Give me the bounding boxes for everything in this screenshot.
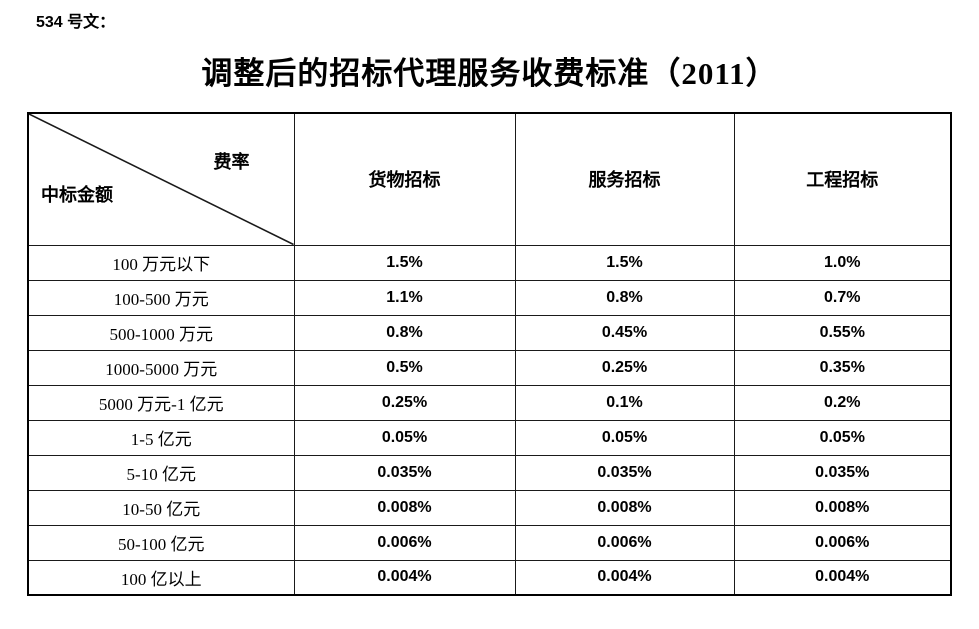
- works-rate-cell: 0.008%: [733, 489, 952, 526]
- amount-range-cell: 100-500 万元: [27, 279, 295, 316]
- table-row: 100-500 万元 1.1% 0.8% 0.7%: [27, 279, 952, 316]
- service-rate-cell: 0.45%: [514, 314, 735, 351]
- table-row: 50-100 亿元 0.006% 0.006% 0.006%: [27, 524, 952, 561]
- table-row: 100 万元以下 1.5% 1.5% 1.0%: [27, 244, 952, 281]
- amount-range-cell: 100 亿以上: [27, 559, 295, 596]
- table-row: 1000-5000 万元 0.5% 0.25% 0.35%: [27, 349, 952, 386]
- amount-range-cell: 100 万元以下: [27, 244, 295, 281]
- works-rate-cell: 0.55%: [733, 314, 952, 351]
- works-rate-cell: 0.004%: [733, 559, 952, 596]
- works-rate-cell: 0.2%: [733, 384, 952, 421]
- goods-rate-cell: 0.25%: [293, 384, 516, 421]
- diagonal-line: [29, 114, 293, 244]
- corner-label-amount: 中标金额: [41, 184, 113, 205]
- amount-range-cell: 5-10 亿元: [27, 454, 295, 491]
- column-header-service: 服务招标: [514, 112, 735, 246]
- table-row: 5000 万元-1 亿元 0.25% 0.1% 0.2%: [27, 384, 952, 421]
- service-rate-cell: 0.8%: [514, 279, 735, 316]
- service-rate-cell: 0.25%: [514, 349, 735, 386]
- goods-rate-cell: 0.006%: [293, 524, 516, 561]
- works-rate-cell: 0.006%: [733, 524, 952, 561]
- corner-label-rate: 费率: [213, 152, 250, 172]
- fee-rate-table: 费率 中标金额 货物招标 服务招标 工程招标 100 万元以下 1.5% 1.5…: [27, 112, 952, 596]
- goods-rate-cell: 0.8%: [293, 314, 516, 351]
- doc-number-label: 534 号文：: [36, 14, 116, 31]
- table-row: 100 亿以上 0.004% 0.004% 0.004%: [27, 559, 952, 596]
- works-rate-cell: 0.035%: [733, 454, 952, 491]
- amount-range-cell: 10-50 亿元: [27, 489, 295, 526]
- goods-rate-cell: 0.05%: [293, 419, 516, 456]
- amount-range-cell: 1000-5000 万元: [27, 349, 295, 386]
- service-rate-cell: 0.05%: [514, 419, 735, 456]
- table-row: 1-5 亿元 0.05% 0.05% 0.05%: [27, 419, 952, 456]
- goods-rate-cell: 0.5%: [293, 349, 516, 386]
- goods-rate-cell: 1.5%: [293, 244, 516, 281]
- table-row: 500-1000 万元 0.8% 0.45% 0.55%: [27, 314, 952, 351]
- service-rate-cell: 0.008%: [514, 489, 735, 526]
- works-rate-cell: 0.7%: [733, 279, 952, 316]
- table-row: 5-10 亿元 0.035% 0.035% 0.035%: [27, 454, 952, 491]
- table-row: 10-50 亿元 0.008% 0.008% 0.008%: [27, 489, 952, 526]
- goods-rate-cell: 0.004%: [293, 559, 516, 596]
- works-rate-cell: 0.05%: [733, 419, 952, 456]
- service-rate-cell: 1.5%: [514, 244, 735, 281]
- service-rate-cell: 0.1%: [514, 384, 735, 421]
- goods-rate-cell: 0.035%: [293, 454, 516, 491]
- goods-rate-cell: 0.008%: [293, 489, 516, 526]
- works-rate-cell: 1.0%: [733, 244, 952, 281]
- amount-range-cell: 1-5 亿元: [27, 419, 295, 456]
- header-row: 费率 中标金额 货物招标 服务招标 工程招标: [27, 112, 952, 246]
- diagonal-corner-cell: 费率 中标金额: [27, 112, 295, 246]
- amount-range-cell: 50-100 亿元: [27, 524, 295, 561]
- fee-table-body: 100 万元以下 1.5% 1.5% 1.0% 100-500 万元 1.1% …: [27, 244, 952, 596]
- page-title: 调整后的招标代理服务收费标准（2011）: [201, 56, 778, 91]
- amount-range-cell: 5000 万元-1 亿元: [27, 384, 295, 421]
- column-header-works: 工程招标: [733, 112, 952, 246]
- service-rate-cell: 0.004%: [514, 559, 735, 596]
- amount-range-cell: 500-1000 万元: [27, 314, 295, 351]
- goods-rate-cell: 1.1%: [293, 279, 516, 316]
- works-rate-cell: 0.35%: [733, 349, 952, 386]
- column-header-goods: 货物招标: [293, 112, 516, 246]
- service-rate-cell: 0.006%: [514, 524, 735, 561]
- service-rate-cell: 0.035%: [514, 454, 735, 491]
